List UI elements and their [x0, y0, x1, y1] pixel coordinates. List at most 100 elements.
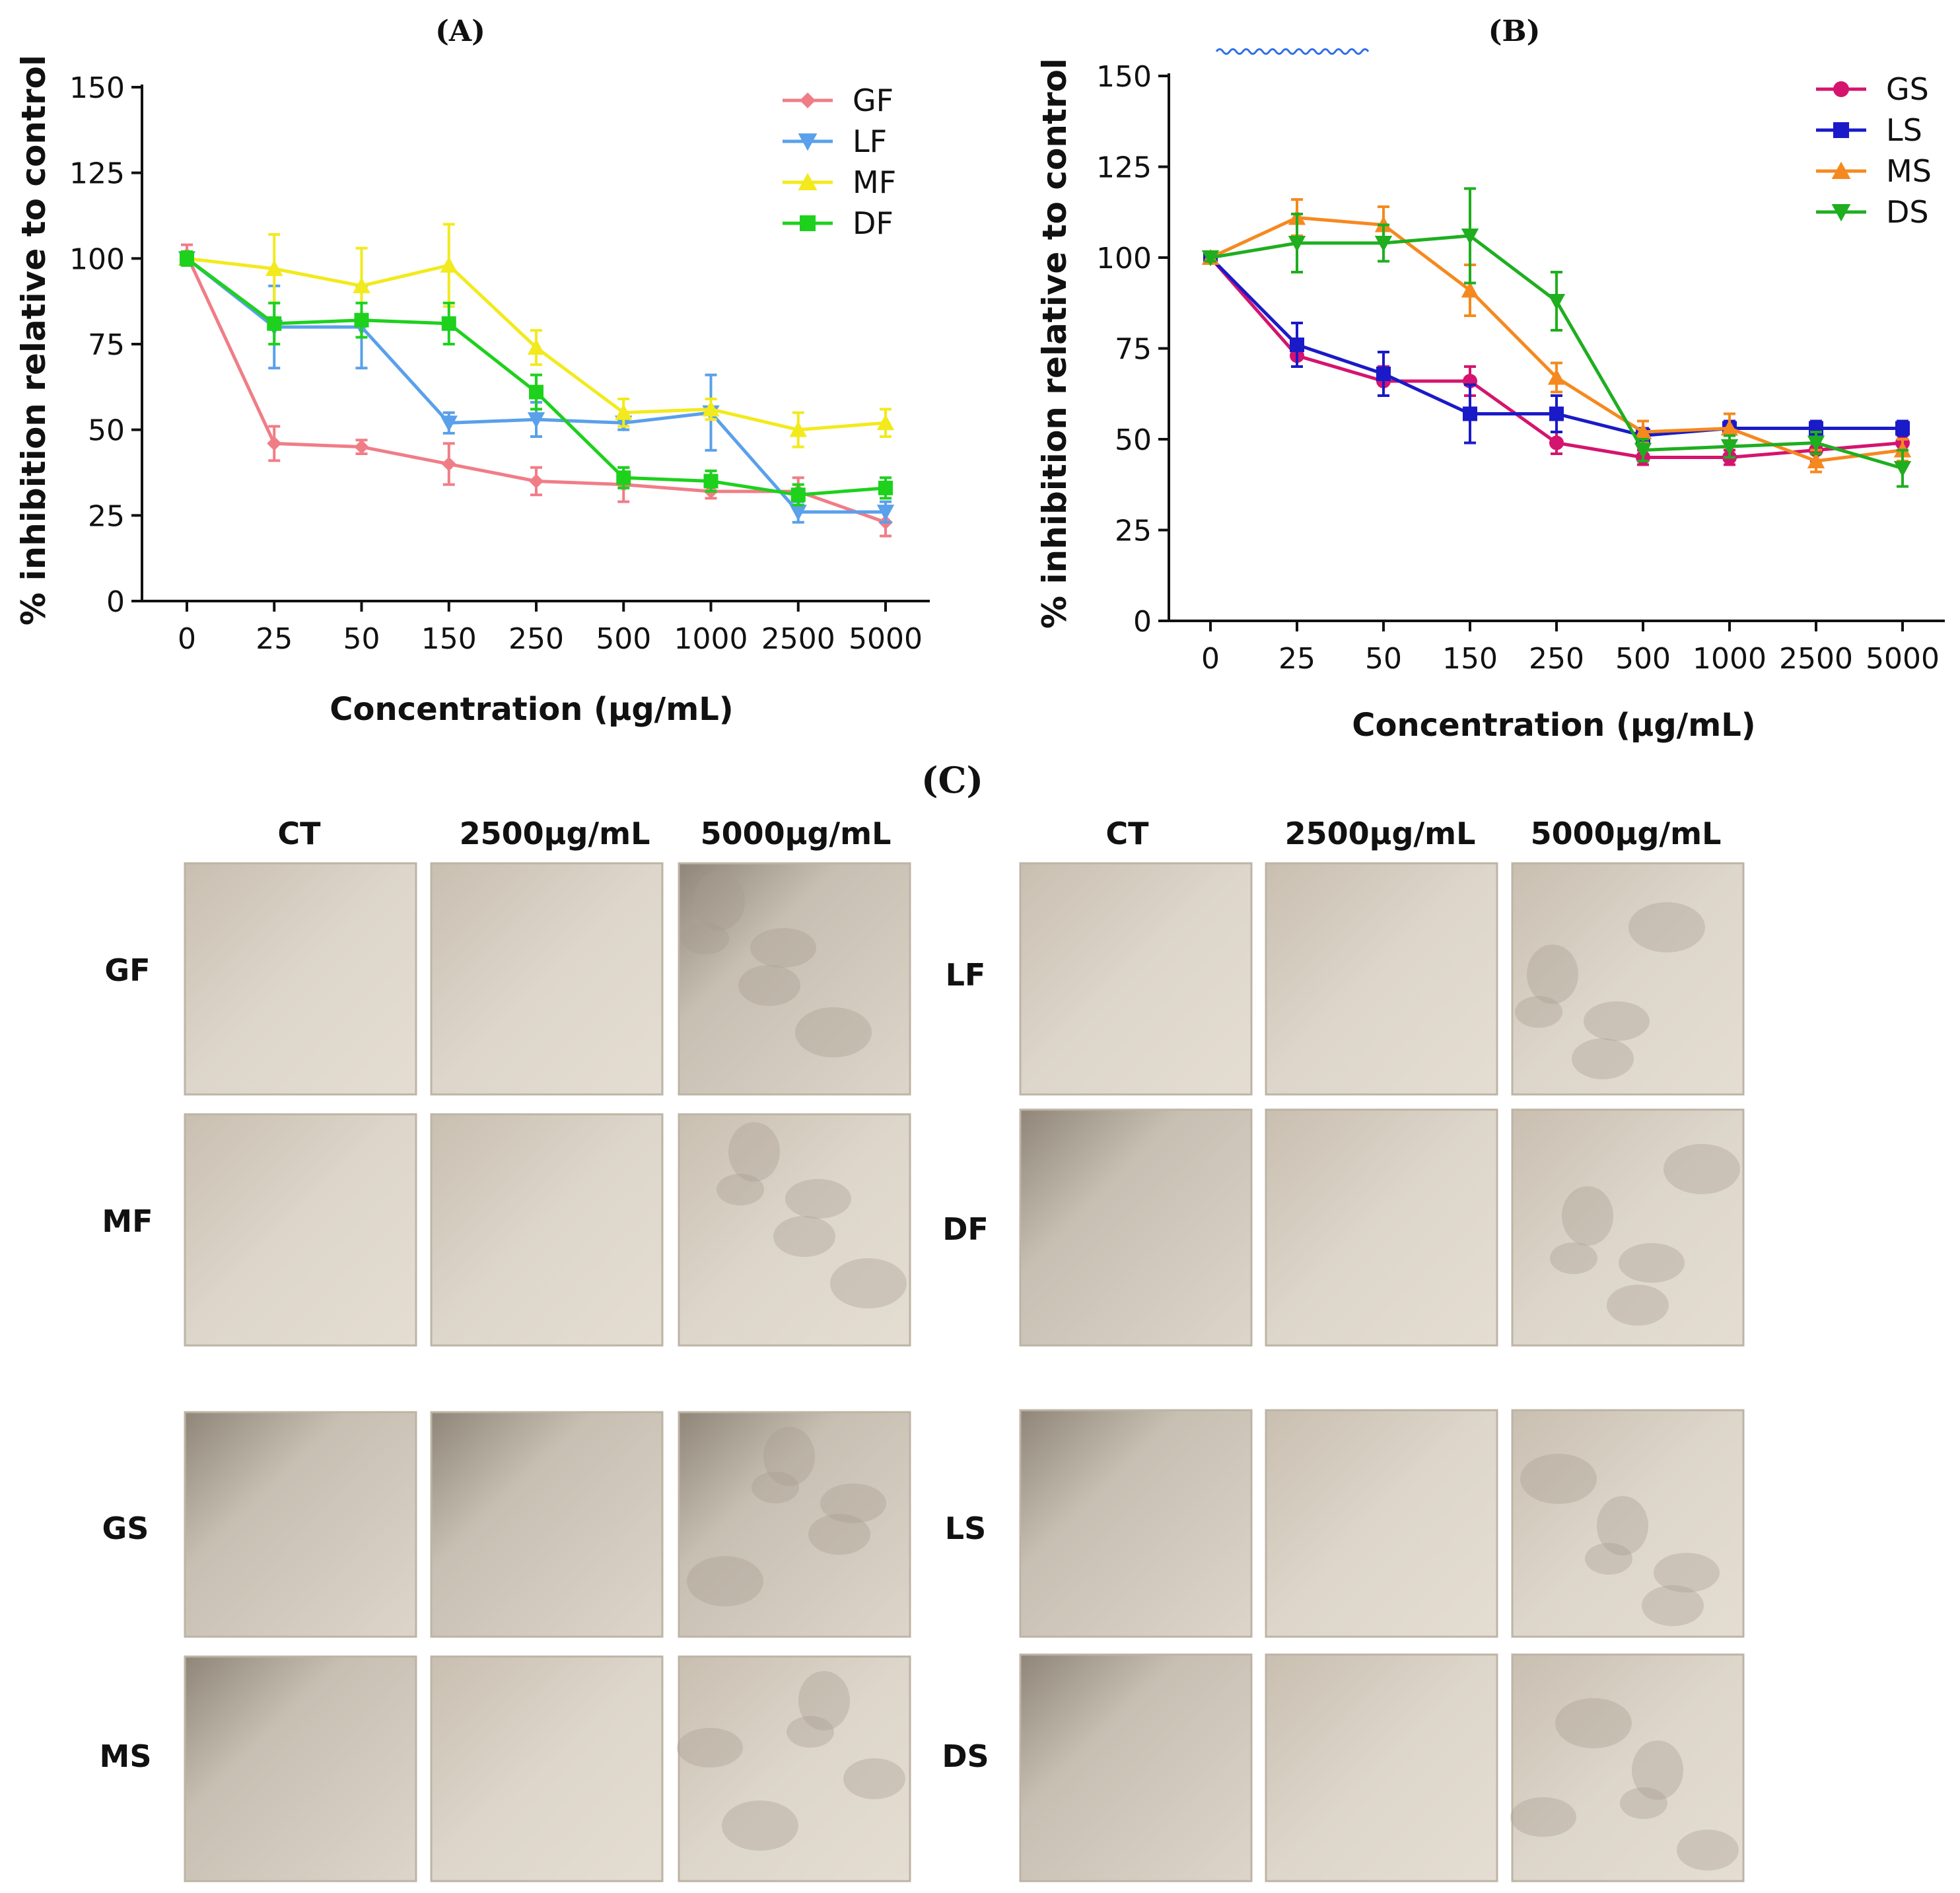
cell-cluster: [717, 1174, 764, 1205]
cell-cluster: [677, 1728, 743, 1768]
data-point-mf: [789, 421, 807, 437]
micrograph-tile-gs-5000: [678, 1411, 911, 1638]
data-point-df: [354, 312, 369, 328]
data-point-ds: [1374, 236, 1393, 252]
micrograph-tile-mf-ct: [184, 1113, 417, 1347]
y-tick-label: 25: [88, 499, 125, 533]
x-tick-label: 150: [421, 622, 477, 656]
data-point-gf: [441, 456, 456, 472]
micrograph-tile-ls-ct: [1019, 1409, 1253, 1638]
data-point-ls: [1549, 406, 1564, 421]
cell-cluster: [763, 1427, 815, 1486]
cell-cluster: [1619, 1243, 1685, 1283]
chart-a-ylabel: % inhibition relative to control: [15, 55, 53, 625]
data-point-ds: [1807, 435, 1825, 452]
micrograph-tile-ms-5000: [677, 1655, 911, 1882]
cell-cluster: [1663, 1144, 1740, 1194]
cell-cluster: [1572, 1038, 1634, 1079]
data-point-ds: [1201, 250, 1220, 267]
cell-cluster: [1620, 1787, 1667, 1819]
data-point-ds: [1634, 443, 1652, 459]
x-tick-label: 5000: [849, 622, 923, 656]
legend-marker-ds: [1831, 204, 1851, 222]
cell-cluster: [1515, 996, 1562, 1028]
x-tick-label: 0: [178, 622, 196, 656]
data-point-df: [878, 480, 893, 495]
data-point-mf: [702, 400, 720, 417]
legend-label-lf: LF: [853, 124, 887, 159]
chart-a: (A) 0 25 50 75 100 125 150 0 25 50 150 250 500 1000 25…: [15, 15, 930, 728]
y-tick-label: 0: [1133, 605, 1152, 639]
data-point-ls: [1376, 367, 1391, 381]
cell-cluster: [1562, 1186, 1613, 1246]
row-label-ls: LS: [945, 1511, 986, 1546]
cell-cluster: [787, 1716, 834, 1748]
cell-cluster: [1584, 1001, 1650, 1041]
micrograph-tile-mf-2500: [430, 1113, 664, 1347]
cell-cluster: [1607, 1285, 1669, 1326]
x-tick-label: 0: [1201, 642, 1220, 676]
legend-marker-gf: [800, 92, 816, 108]
left-header-2500: 2500µg/mL: [460, 816, 650, 851]
y-tick-label: 75: [1115, 333, 1152, 367]
legend-label-mf: MF: [853, 164, 896, 200]
y-tick-label: 125: [69, 157, 125, 191]
y-tick-label: 150: [69, 71, 125, 105]
data-point-gf: [267, 436, 282, 451]
micrograph-tile-ls-5000: [1511, 1409, 1745, 1638]
cell-cluster: [738, 965, 800, 1006]
cell-cluster: [1654, 1553, 1720, 1592]
chart-b: (B) 0 25 50 75 100 125 150 0 25 50 150 250 500 1000 25…: [1035, 15, 1945, 744]
y-tick-label: 100: [69, 242, 125, 276]
legend-label-df: DF: [853, 205, 893, 241]
micrograph-tiles: [184, 862, 1745, 1882]
data-point-gs: [1549, 435, 1564, 450]
cell-cluster: [1510, 1797, 1576, 1837]
data-point-mf: [265, 260, 283, 276]
y-tick-label: 125: [1096, 151, 1152, 185]
cell-cluster: [750, 928, 816, 968]
chart-b-ylabel: % inhibition relative to control: [1035, 58, 1074, 629]
data-point-ds: [1461, 229, 1479, 245]
data-point-df: [790, 487, 806, 503]
chart-b-legend: GS LS MS DS: [1816, 71, 1932, 230]
data-point-gf: [354, 439, 369, 454]
micrograph-tile-gf-5000: [678, 862, 911, 1096]
data-point-df: [529, 384, 543, 400]
micrograph-tile-df-ct: [1019, 1108, 1253, 1347]
cell-cluster: [830, 1258, 907, 1308]
micrograph-tile-ds-2500: [1265, 1653, 1498, 1882]
cell-cluster: [687, 1556, 763, 1606]
legend-label-gs: GS: [1886, 71, 1929, 107]
micrograph-tile-ms-2500: [430, 1655, 664, 1882]
micrograph-tile-df-2500: [1265, 1108, 1498, 1347]
data-point-ms: [1461, 281, 1479, 298]
right-header-2500: 2500µg/mL: [1285, 816, 1476, 851]
chart-a-legend: GF LF MF DF: [783, 83, 896, 241]
legend-marker-ls: [1833, 122, 1849, 138]
data-point-df: [441, 316, 456, 331]
data-point-mf: [615, 404, 633, 420]
row-label-gf: GF: [104, 952, 150, 988]
data-point-ds: [1547, 294, 1566, 310]
left-header-ct: CT: [277, 816, 321, 851]
x-tick-label: 5000: [1866, 642, 1940, 676]
micrograph-tile-df-5000: [1511, 1108, 1745, 1347]
micrograph-title: (C): [921, 759, 983, 801]
x-tick-label: 500: [1615, 642, 1671, 676]
micrograph-tile-ls-2500: [1265, 1409, 1498, 1638]
row-label-gs: GS: [102, 1511, 149, 1546]
chart-b-xlabel: Concentration (µg/mL): [1352, 707, 1756, 744]
x-tick-label: 50: [343, 622, 380, 656]
cell-cluster: [808, 1514, 870, 1555]
legend-marker-df: [800, 215, 816, 231]
legend-label-ds: DS: [1886, 194, 1929, 230]
y-tick-label: 0: [106, 585, 125, 619]
cell-cluster: [1597, 1496, 1648, 1555]
data-point-gf: [529, 474, 543, 489]
chart-b-plot: 0 25 50 75 100 125 150 0 25 50 150 250 500 1000 2500 50…: [1096, 60, 1945, 676]
cell-cluster: [798, 1671, 850, 1731]
cell-cluster: [785, 1179, 851, 1219]
legend-marker-ms: [1831, 161, 1851, 179]
data-point-ls: [1463, 406, 1477, 421]
